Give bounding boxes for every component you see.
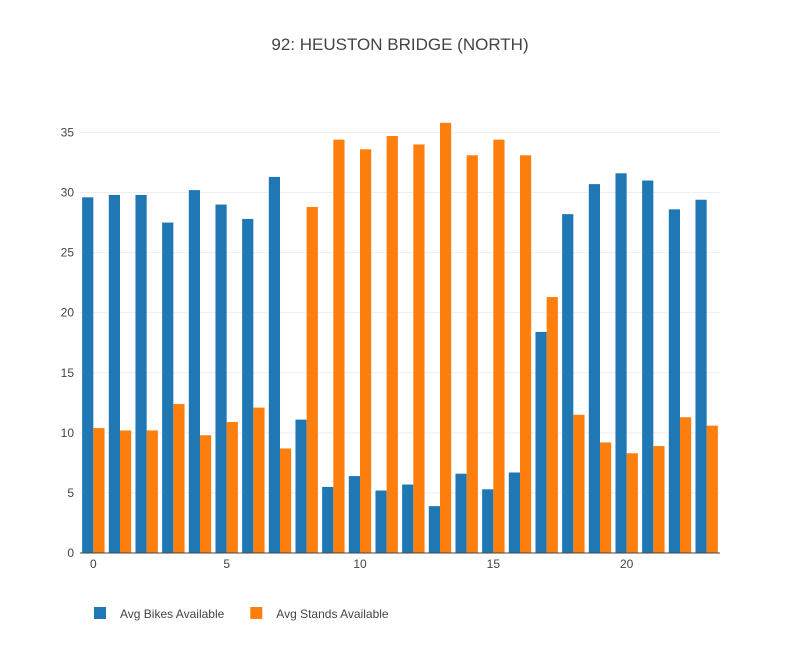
y-tick-label: 5 bbox=[67, 486, 74, 500]
bar bbox=[120, 430, 132, 553]
bar bbox=[520, 155, 532, 554]
legend[interactable]: Avg Bikes Available Avg Stands Available bbox=[94, 607, 389, 621]
bar bbox=[162, 222, 174, 554]
bar bbox=[333, 139, 345, 553]
axis-layer: 0 5 10 15 20 25 30 35 0 5 10 15 20 bbox=[61, 125, 720, 571]
bar bbox=[226, 422, 238, 553]
legend-label: Avg Stands Available bbox=[276, 607, 389, 621]
bar bbox=[562, 214, 574, 554]
legend-item[interactable]: Avg Stands Available bbox=[250, 607, 389, 621]
bar bbox=[135, 194, 147, 554]
bar bbox=[82, 197, 94, 553]
y-tick-label: 0 bbox=[67, 546, 74, 560]
bar bbox=[428, 506, 440, 553]
bar bbox=[482, 489, 494, 553]
bar bbox=[375, 490, 387, 553]
bar bbox=[215, 204, 227, 554]
bar bbox=[173, 404, 185, 553]
x-tick-label: 10 bbox=[353, 557, 367, 571]
x-tick-label: 0 bbox=[90, 557, 97, 571]
bar bbox=[280, 448, 292, 553]
bar bbox=[242, 218, 254, 553]
y-tick-label: 15 bbox=[61, 366, 75, 380]
y-tick-label: 25 bbox=[61, 246, 75, 260]
bar bbox=[466, 155, 478, 554]
legend-swatch bbox=[94, 607, 106, 619]
bar bbox=[615, 173, 627, 553]
bar bbox=[253, 407, 265, 553]
bar bbox=[508, 472, 520, 553]
bar bbox=[706, 425, 718, 553]
bar bbox=[93, 428, 105, 553]
y-tick-label: 20 bbox=[61, 306, 75, 320]
chart-title: 92: HEUSTON BRIDGE (NORTH) bbox=[271, 35, 528, 54]
y-tick-label: 10 bbox=[61, 426, 75, 440]
bar bbox=[108, 194, 120, 554]
bar bbox=[306, 206, 318, 553]
y-tick-label: 30 bbox=[61, 186, 75, 200]
bar bbox=[626, 453, 638, 553]
bars-layer bbox=[82, 122, 718, 554]
legend-swatch bbox=[250, 607, 263, 619]
bar bbox=[668, 209, 680, 553]
bar bbox=[653, 446, 665, 553]
bar bbox=[440, 122, 452, 554]
bar bbox=[413, 144, 425, 553]
x-tick-label: 20 bbox=[620, 557, 634, 571]
bar bbox=[535, 331, 547, 553]
bar bbox=[295, 419, 307, 553]
bar bbox=[348, 476, 360, 553]
legend-item[interactable]: Avg Bikes Available bbox=[94, 607, 225, 621]
bar bbox=[680, 417, 692, 553]
x-tick-label: 15 bbox=[487, 557, 501, 571]
bar bbox=[600, 442, 612, 553]
grid-layer bbox=[80, 131, 720, 494]
bar bbox=[268, 176, 280, 553]
bar bbox=[455, 473, 467, 553]
bar bbox=[573, 414, 585, 553]
bar bbox=[493, 139, 505, 553]
bar bbox=[188, 190, 200, 553]
bar bbox=[360, 149, 372, 553]
bar bbox=[200, 435, 212, 553]
bar bbox=[146, 430, 158, 553]
bar bbox=[402, 484, 414, 553]
legend-label: Avg Bikes Available bbox=[120, 607, 225, 621]
bar bbox=[546, 297, 558, 553]
bar bbox=[322, 486, 334, 553]
bar bbox=[695, 199, 707, 553]
y-tick-label: 35 bbox=[61, 125, 75, 139]
bar bbox=[642, 180, 654, 553]
x-tick-label: 5 bbox=[223, 557, 230, 571]
bar bbox=[588, 184, 600, 554]
bar bbox=[386, 136, 398, 554]
